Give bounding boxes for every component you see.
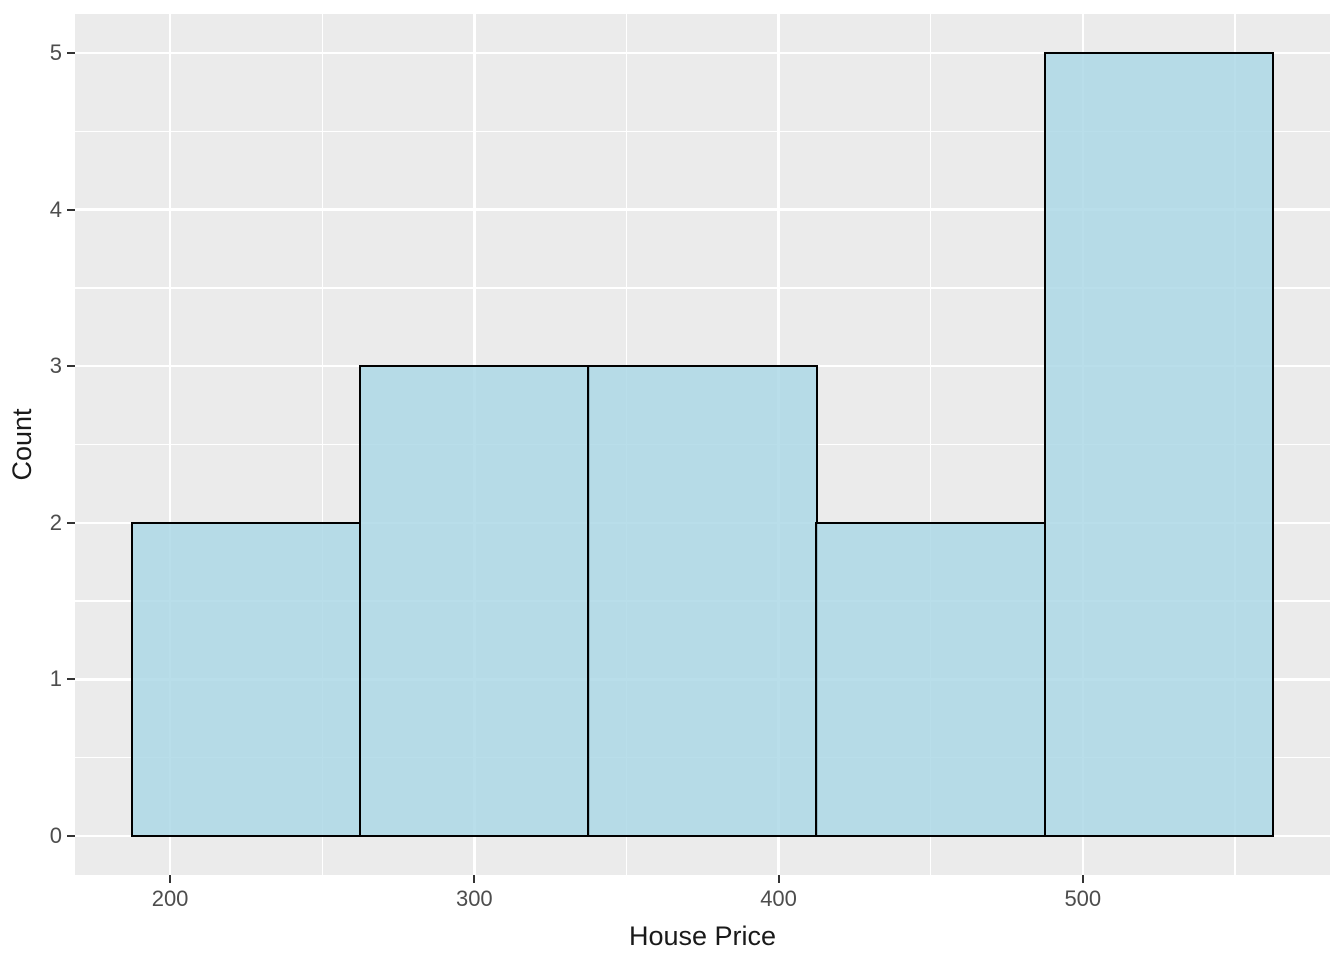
histogram-bar [1043, 51, 1275, 838]
gridline-major-y [75, 51, 1330, 55]
histogram-bar [130, 521, 362, 838]
x-tick-mark [777, 875, 780, 883]
y-tick-mark [67, 208, 75, 211]
y-axis-title: Count [7, 408, 37, 481]
histogram-bar [587, 364, 818, 838]
y-tick-label: 5 [49, 40, 62, 66]
histogram-bar [358, 364, 590, 838]
y-tick-label: 3 [49, 353, 62, 379]
x-tick-label: 300 [455, 886, 493, 911]
y-tick-label: 0 [49, 822, 62, 848]
y-tick-mark [67, 678, 75, 681]
x-tick-label: 200 [151, 886, 189, 911]
x-tick-label: 500 [1064, 886, 1102, 911]
gridline-minor-x [321, 14, 323, 875]
gridline-major-y [75, 208, 1330, 211]
histogram-bar [815, 521, 1046, 838]
x-axis-title: House Price [628, 921, 777, 951]
y-tick-mark [67, 521, 75, 524]
x-tick-mark [473, 875, 476, 883]
y-tick-mark [67, 52, 75, 55]
x-tick-label: 400 [760, 886, 797, 911]
gridline-minor-y [75, 287, 1330, 289]
x-tick-mark [1081, 875, 1084, 883]
y-tick-mark [67, 834, 75, 837]
y-tick-mark [67, 365, 75, 368]
plot-panel [75, 14, 1330, 875]
gridline-minor-x [930, 14, 932, 875]
x-tick-mark [169, 875, 172, 883]
gridline-minor-y [75, 130, 1330, 132]
y-tick-label: 4 [49, 196, 62, 222]
y-tick-label: 2 [49, 509, 62, 535]
gridline-major-x [168, 14, 172, 875]
y-tick-label: 1 [49, 666, 62, 692]
